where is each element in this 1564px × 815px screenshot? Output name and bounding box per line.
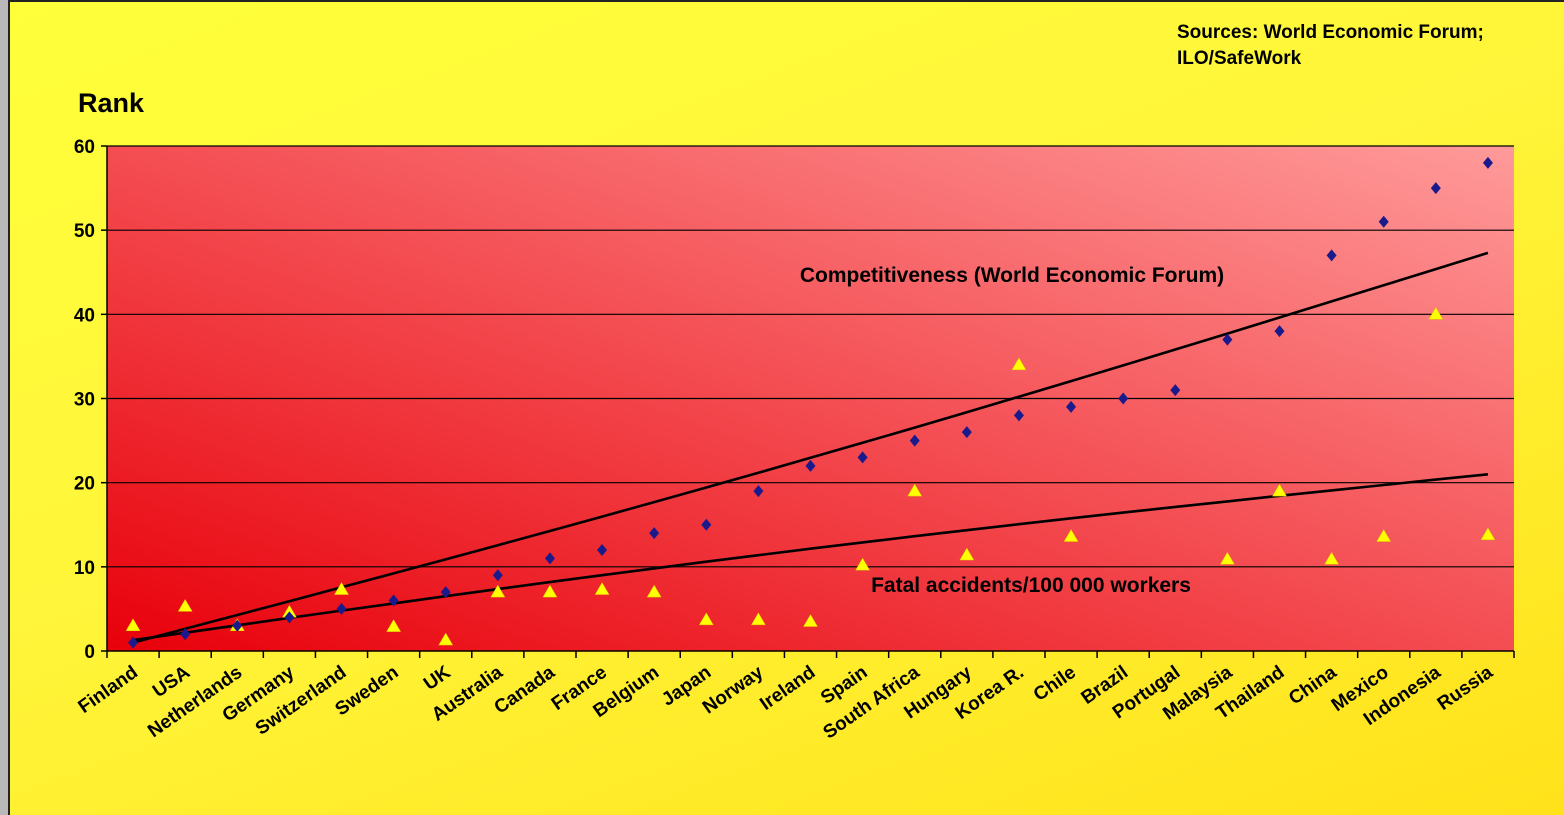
competitiveness-point — [180, 628, 191, 641]
y-tick-label: 50 — [74, 221, 95, 242]
competitiveness-point — [857, 451, 868, 464]
y-tick-label: 60 — [74, 137, 95, 158]
competitiveness-point — [1482, 156, 1493, 169]
competitiveness-trend-line — [132, 251, 1489, 644]
competitiveness-point — [597, 544, 608, 556]
x-category-label: Canada — [491, 662, 560, 719]
fatal-accidents-point — [542, 584, 558, 598]
competitiveness-point — [753, 485, 764, 498]
fatal-accidents-point — [646, 584, 662, 598]
fatal-accidents-point — [1063, 529, 1079, 542]
fatal-accidents-point — [750, 612, 766, 626]
x-category-label: Norway — [699, 662, 768, 719]
competitiveness-point — [909, 434, 920, 447]
fatal-accidents-point — [490, 584, 506, 598]
competitiveness-point — [128, 636, 139, 649]
competitiveness-point — [701, 518, 712, 531]
x-category-label: Finland — [75, 662, 142, 718]
competitiveness-point — [1170, 384, 1181, 397]
y-tick-label: 0 — [84, 642, 95, 663]
fatal-accidents-point — [177, 598, 193, 612]
fatal-accidents-point — [698, 612, 714, 626]
y-tick-label: 40 — [74, 305, 95, 326]
x-category-label: UK — [420, 662, 455, 695]
competitiveness-point — [388, 594, 399, 607]
competitiveness-point — [284, 611, 295, 624]
competitiveness-point — [1274, 325, 1285, 338]
competitiveness-point — [544, 552, 555, 565]
competitiveness-point — [1378, 215, 1389, 228]
competitiveness-annotation: Competitiveness (World Economic Forum) — [800, 264, 1224, 287]
fatal-accidents-point — [438, 632, 454, 646]
competitiveness-point — [1013, 409, 1024, 422]
fatal-accidents-point — [907, 483, 923, 497]
fatal-accidents-point — [334, 582, 349, 595]
competitiveness-point — [440, 586, 451, 599]
x-category-label: Ireland — [756, 662, 819, 715]
y-tick-label: 30 — [74, 390, 95, 411]
fatal-accidents-point — [1376, 529, 1392, 542]
y-tick-label: 10 — [74, 558, 95, 579]
fatal-accidents-point — [1011, 357, 1027, 371]
competitiveness-point — [492, 569, 503, 582]
x-category-label: Russia — [1434, 662, 1497, 715]
y-tick-label: 20 — [74, 474, 95, 495]
source-note: Sources: World Economic Forum; ILO/SafeW… — [1177, 22, 1484, 69]
fatal-accidents-trend-line — [132, 473, 1489, 642]
fatal-accidents-point — [386, 619, 402, 632]
x-category-label: Chile — [1030, 662, 1080, 706]
competitiveness-point — [1118, 392, 1129, 405]
competitiveness-point — [336, 602, 347, 615]
fatal-accidents-point — [1272, 483, 1287, 497]
fatal-accidents-point — [803, 614, 818, 627]
competitiveness-point — [961, 426, 972, 439]
fatal-accidents-point — [1428, 306, 1444, 320]
fatal-accidents-point — [125, 618, 141, 631]
competitiveness-point — [1222, 333, 1233, 346]
competitiveness-point — [1326, 249, 1337, 262]
competitiveness-point — [1066, 400, 1077, 413]
competitiveness-point — [649, 527, 660, 540]
fatal-accidents-annotation: Fatal accidents/100 000 workers — [871, 574, 1191, 597]
y-axis-label: Rank — [78, 88, 145, 118]
competitiveness-point — [232, 619, 243, 632]
fatal-accidents-point — [1480, 527, 1496, 541]
fatal-accidents-point — [1219, 551, 1235, 565]
competitiveness-point — [1430, 182, 1441, 195]
fatal-accidents-point — [959, 547, 975, 561]
competitiveness-point — [805, 459, 816, 472]
fatal-accidents-point — [855, 557, 871, 571]
fatal-accidents-point — [1324, 551, 1340, 565]
fatal-accidents-point — [594, 582, 610, 595]
